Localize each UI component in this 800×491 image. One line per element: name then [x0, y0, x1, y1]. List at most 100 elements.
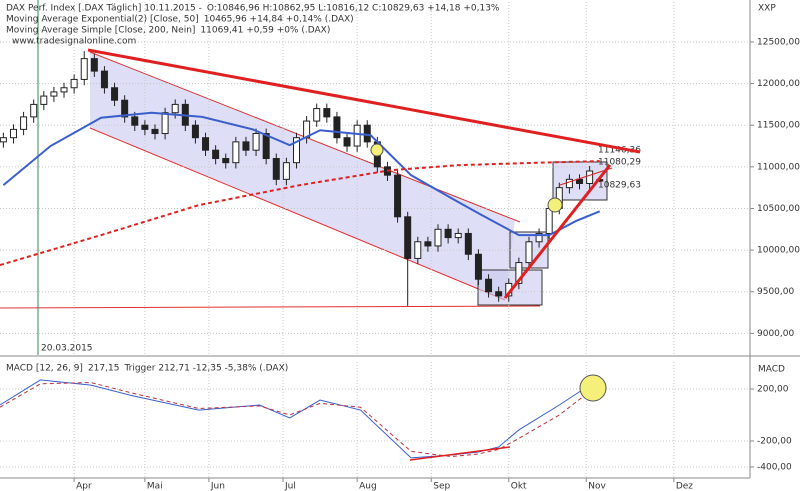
- candle-body: [353, 124, 361, 147]
- date-label: 20.03.2015: [41, 344, 93, 354]
- candle-body: [343, 137, 351, 147]
- y-tick-label: 11500,00: [757, 121, 800, 131]
- x-tick-label: Apr: [76, 482, 92, 491]
- candle-body: [0, 137, 7, 143]
- candle-body: [282, 162, 290, 180]
- candle-body: [30, 103, 38, 118]
- y-tick-label: 10500,00: [757, 204, 800, 214]
- header-text: O:10846,96 H:10862,95 L:10816,12 C:10829…: [207, 4, 500, 14]
- candle-body: [111, 87, 119, 101]
- highlight: [579, 374, 607, 402]
- candle-body: [545, 207, 553, 234]
- candle-body: [454, 232, 462, 239]
- candle-body: [90, 58, 98, 72]
- y-tick-label: 9500,00: [757, 287, 794, 297]
- y-tick-label: 12000,00: [757, 79, 800, 89]
- highlight: [547, 197, 563, 213]
- candle-body: [80, 58, 88, 80]
- y-tick-label: 12500,00: [757, 37, 800, 47]
- candle-body: [292, 137, 300, 164]
- candle-body: [252, 133, 260, 151]
- resistance-line: [87, 48, 641, 154]
- candle-body: [272, 158, 280, 180]
- y-tick-label: 9000,00: [757, 329, 794, 339]
- header-text: 11069,41 +0,59 +0% (.DAX): [200, 26, 330, 36]
- series-line: [0, 160, 600, 267]
- candle-body: [323, 108, 331, 118]
- candle-body: [131, 116, 139, 126]
- plot: [0, 2, 750, 478]
- candle-body: [40, 95, 48, 105]
- header-text: Moving Average Simple [Close, 200, Nein]: [6, 26, 195, 36]
- price-annotation: 11080,29: [598, 158, 641, 168]
- header-text: 217,15: [88, 364, 120, 374]
- y-tick-label: 200,00: [757, 385, 789, 395]
- x-tick-label: Okt: [511, 482, 527, 491]
- candle-body: [434, 228, 442, 247]
- y-tick-label: -400,00: [757, 462, 792, 472]
- candle-body: [232, 141, 240, 164]
- candle-body: [394, 174, 402, 218]
- candle-body: [161, 112, 169, 135]
- x-tick-label: Aug: [359, 482, 377, 491]
- candle-body: [404, 216, 412, 259]
- support-line: [0, 305, 541, 309]
- candle-body: [212, 149, 220, 160]
- source: www.tradesignalonline.com: [12, 37, 136, 47]
- candle-body: [363, 124, 371, 143]
- candle-body: [525, 241, 533, 264]
- candle-body: [171, 103, 179, 114]
- candle-body: [333, 116, 341, 139]
- candle-body: [313, 108, 321, 122]
- x-tick-label: Jul: [284, 482, 296, 491]
- candle-body: [100, 70, 108, 89]
- candle-body: [414, 241, 422, 259]
- candle-body: [222, 158, 230, 164]
- candle-body: [515, 262, 523, 284]
- candle-body: [242, 141, 250, 151]
- price-annotation: 11146,36: [598, 146, 641, 156]
- y-tick-label: -200,00: [757, 436, 792, 446]
- series-line: [2, 111, 601, 237]
- candle-body: [586, 170, 594, 184]
- x-tick-label: Dez: [676, 482, 693, 491]
- highlight: [370, 143, 384, 157]
- candle-body: [535, 232, 543, 243]
- x-tick-label: Nov: [588, 482, 606, 491]
- candle-body: [464, 232, 472, 255]
- channel-lower: [89, 127, 506, 301]
- candle-body: [141, 124, 149, 130]
- candle-body: [60, 87, 68, 93]
- header-text: 10465,96 +14,84 +0,14% (.DAX): [204, 15, 354, 25]
- macd-support: [409, 446, 511, 461]
- axis-label: MACD: [758, 365, 785, 375]
- header-text: DAX Perf. Index [.DAX Täglich] 10.11.201…: [6, 4, 202, 14]
- wedge-line: [559, 167, 613, 186]
- overlays: [0, 0, 800, 479]
- candle-body: [474, 253, 482, 280]
- candle-body: [191, 124, 199, 139]
- series-line: [0, 382, 600, 458]
- x-tick-label: Sep: [433, 482, 450, 491]
- candle-body: [151, 128, 159, 135]
- y-tick-label: 11000,00: [757, 162, 800, 172]
- header-text: Moving Average Exponential(2) [Close, 50…: [6, 15, 199, 25]
- y-tick-label: 10000,00: [757, 246, 800, 256]
- candle-body: [20, 116, 28, 130]
- header-text: Trigger 212,71 -12,35 -5,38% (.DAX): [123, 364, 288, 374]
- candle-body: [444, 228, 452, 239]
- candle-body: [50, 91, 58, 97]
- candle-body: [70, 78, 78, 89]
- candle-body: [485, 278, 493, 293]
- x-tick-label: Mai: [147, 482, 163, 491]
- candle-body: [576, 178, 584, 184]
- candle-body: [495, 291, 503, 297]
- trend-line: [503, 164, 612, 299]
- candle-body: [262, 133, 270, 160]
- candle-body: [565, 178, 573, 189]
- corner-label: XXP: [758, 4, 776, 14]
- header-text: MACD [12, 26, 9]: [6, 364, 83, 374]
- price-annotation: 10829,63: [598, 181, 641, 191]
- candle-body: [202, 137, 210, 151]
